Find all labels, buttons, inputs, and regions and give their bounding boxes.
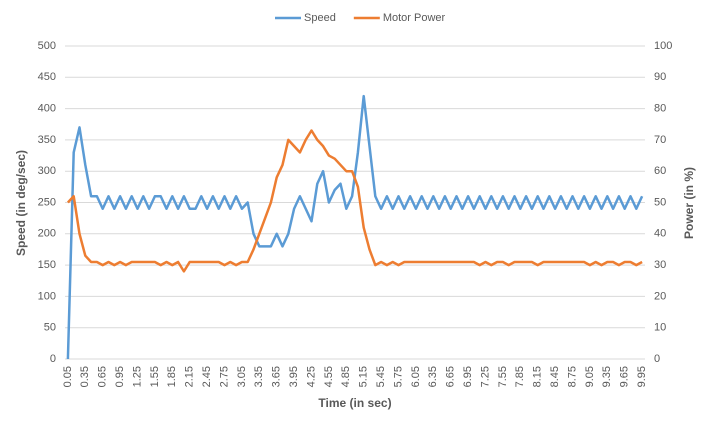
y-tick-label: 350 — [38, 134, 56, 146]
x-tick-label: 8.45 — [549, 366, 561, 387]
y2-axis-title: Power (in %) — [682, 167, 696, 239]
y2-tick-label: 40 — [654, 228, 666, 240]
x-tick-label: 7.25 — [479, 366, 491, 387]
x-tick-label: 1.85 — [166, 366, 178, 387]
x-tick-label: 8.15 — [532, 366, 544, 387]
y-tick-label: 450 — [38, 71, 56, 83]
x-tick-label: 9.05 — [584, 366, 596, 387]
x-tick-label: 0.35 — [79, 366, 91, 387]
x-tick-label: 8.75 — [566, 366, 578, 387]
x-tick-label: 0.05 — [62, 366, 74, 387]
x-tick-label: 6.65 — [445, 366, 457, 387]
x-tick-label: 4.25 — [305, 366, 317, 387]
x-tick-label: 0.95 — [114, 366, 126, 387]
x-tick-label: 4.55 — [323, 366, 335, 387]
x-tick-label: 3.65 — [271, 366, 283, 387]
y2-tick-label: 90 — [654, 71, 666, 83]
x-tick-label: 5.15 — [358, 366, 370, 387]
y-tick-label: 300 — [38, 165, 56, 177]
legend-label: Speed — [304, 12, 336, 24]
x-tick-label: 1.55 — [149, 366, 161, 387]
y-tick-label: 100 — [38, 290, 56, 302]
y-tick-label: 500 — [38, 40, 56, 52]
x-tick-label: 9.35 — [601, 366, 613, 387]
x-tick-label: 2.15 — [184, 366, 196, 387]
legend-label: Motor Power — [383, 12, 446, 24]
x-tick-label: 4.85 — [340, 366, 352, 387]
x-tick-label: 3.95 — [288, 366, 300, 387]
x-tick-label: 2.45 — [201, 366, 213, 387]
y-tick-label: 150 — [38, 259, 56, 271]
y2-tick-label: 100 — [654, 40, 672, 52]
y2-tick-label: 70 — [654, 134, 666, 146]
y-tick-label: 0 — [50, 353, 56, 365]
y2-tick-label: 0 — [654, 353, 660, 365]
x-tick-label: 0.65 — [97, 366, 109, 387]
x-tick-label: 5.75 — [392, 366, 404, 387]
y2-tick-label: 30 — [654, 259, 666, 271]
series-line — [66, 94, 644, 360]
x-tick-label: 9.65 — [619, 366, 631, 387]
y-tick-label: 400 — [38, 103, 56, 115]
y2-tick-label: 20 — [654, 290, 666, 302]
x-tick-label: 3.35 — [253, 366, 265, 387]
y2-tick-label: 50 — [654, 196, 666, 208]
x-tick-label: 2.75 — [218, 366, 230, 387]
x-tick-label: 5.45 — [375, 366, 387, 387]
series-line — [66, 129, 643, 273]
y-tick-label: 250 — [38, 196, 56, 208]
x-tick-label: 7.85 — [514, 366, 526, 387]
y-tick-label: 50 — [44, 322, 56, 334]
y-axis-title: Speed (in deg/sec) — [14, 150, 28, 256]
y2-tick-label: 10 — [654, 322, 666, 334]
y2-tick-label: 60 — [654, 165, 666, 177]
x-tick-label: 6.05 — [410, 366, 422, 387]
y2-tick-label: 80 — [654, 103, 666, 115]
x-tick-label: 3.05 — [236, 366, 248, 387]
x-tick-label: 1.25 — [131, 366, 143, 387]
y-tick-label: 200 — [38, 228, 56, 240]
x-tick-label: 6.95 — [462, 366, 474, 387]
x-tick-label: 7.55 — [497, 366, 509, 387]
x-tick-label: 6.35 — [427, 366, 439, 387]
x-axis-title: Time (in sec) — [318, 396, 391, 410]
x-tick-label: 9.95 — [636, 366, 648, 387]
